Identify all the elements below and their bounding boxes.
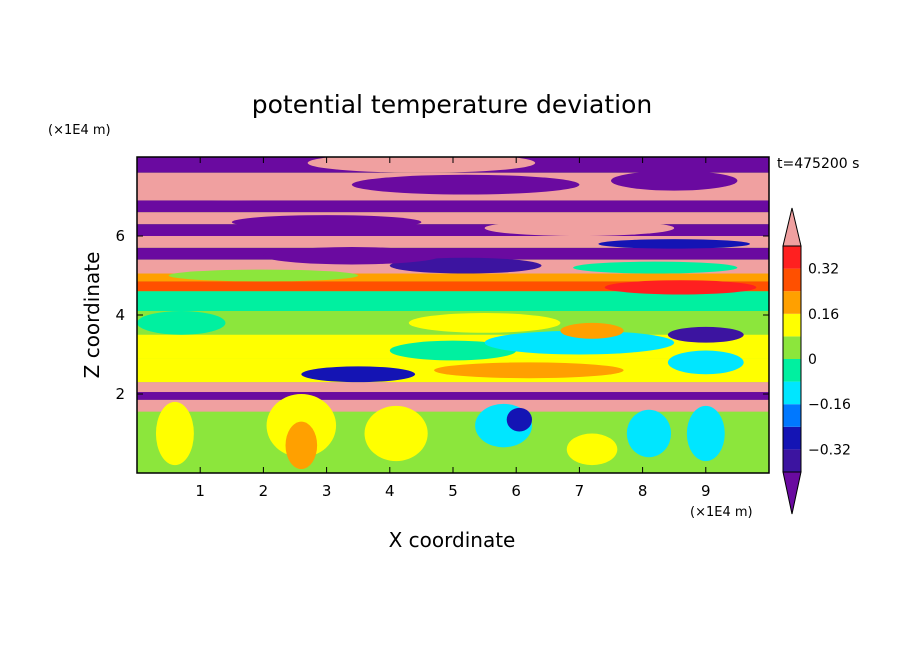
field-band-9 [137, 281, 769, 292]
field-blob-19 [389, 257, 542, 274]
x-tick-label: 3 [322, 482, 332, 500]
field-band-2 [137, 200, 769, 213]
time-label: t=475200 s [777, 156, 859, 172]
colorbar-swatch [783, 404, 801, 427]
field-band-14 [137, 382, 769, 393]
y-tick-label: 2 [115, 385, 125, 403]
field-blob-23 [155, 176, 308, 201]
field-blob-16 [667, 326, 744, 343]
field-band-8 [137, 273, 769, 282]
field-blob-12 [484, 330, 675, 355]
contour-field [137, 157, 769, 473]
field-blob-2 [155, 401, 194, 466]
field-blob-5 [506, 407, 532, 432]
field-blob-7 [686, 405, 725, 462]
z-unit-label: (×1E4 m) [48, 123, 111, 138]
chart-title: potential temperature deviation [252, 90, 652, 119]
field-blob-18 [604, 280, 757, 295]
field-blob-11 [389, 340, 517, 361]
field-blob-15 [408, 313, 561, 333]
field-band-17 [137, 411, 769, 473]
x-tick-label: 9 [701, 482, 711, 500]
colorbar-frame [782, 245, 802, 473]
colorbar-swatch [783, 246, 801, 269]
colorbar-swatch [783, 381, 801, 405]
x-tick-label: 8 [638, 482, 648, 500]
field-blob-8 [566, 433, 618, 466]
x-tick-label: 5 [448, 482, 458, 500]
field-blob-22 [168, 269, 359, 282]
y-axis-title: Z coordinate [80, 252, 104, 379]
field-band-16 [137, 399, 769, 412]
field-band-3 [137, 212, 769, 225]
colorbar-swatch [783, 291, 801, 314]
colorbar-tick-label: 0.16 [808, 307, 839, 323]
colorbar-swatch [783, 426, 801, 450]
field-blob-13 [667, 350, 744, 375]
field-blob-24 [351, 174, 580, 195]
x-tick-label: 4 [385, 482, 395, 500]
field-blob-3 [364, 405, 428, 462]
field-blob-26 [307, 157, 536, 173]
colorbar-swatch [783, 359, 801, 382]
field-blob-1 [285, 421, 318, 470]
x-axis-title: X coordinate [389, 528, 516, 552]
colorbar-min-arrow [782, 471, 802, 515]
field-band-6 [137, 247, 769, 260]
field-blob-9 [301, 366, 416, 383]
colorbar-tick-label: −0.32 [808, 442, 851, 458]
field-blob-28 [231, 215, 422, 230]
x-tick-label: 6 [511, 482, 521, 500]
colorbar-max-arrow [782, 207, 802, 247]
colorbar: 0.32 0.16 0 −0.16 −0.32 [782, 207, 851, 515]
field-band-15 [137, 392, 769, 400]
x-tick-label: 2 [259, 482, 269, 500]
colorbar-tick-label: −0.16 [808, 397, 851, 413]
field-blob-21 [573, 261, 738, 274]
x-unit-label: (×1E4 m) [690, 505, 753, 520]
field-blob-29 [598, 239, 751, 249]
colorbar-tick-label: 0.32 [808, 262, 839, 278]
field-blob-14 [137, 311, 226, 335]
y-tick-label: 4 [115, 306, 125, 324]
colorbar-swatch [783, 313, 801, 337]
field-blob-6 [626, 409, 672, 458]
field-band-4 [137, 224, 769, 236]
x-axis: 1 2 3 4 5 6 7 8 9 [195, 157, 711, 500]
field-blob-20 [263, 247, 441, 265]
field-blob-17 [560, 322, 624, 339]
field-blob-27 [484, 220, 675, 237]
x-tick-label: 1 [195, 482, 205, 500]
colorbar-swatch [783, 449, 801, 472]
y-axis: 2 4 6 [115, 227, 769, 403]
y-tick-label: 6 [115, 227, 125, 245]
colorbar-swatch [783, 336, 801, 359]
field-blob-10 [434, 362, 624, 379]
colorbar-swatch [783, 268, 801, 292]
field-blob-25 [611, 170, 738, 191]
field-band-10 [137, 291, 769, 312]
field-band-5 [137, 236, 769, 248]
x-tick-label: 7 [575, 482, 585, 500]
colorbar-tick-label: 0 [808, 352, 817, 368]
